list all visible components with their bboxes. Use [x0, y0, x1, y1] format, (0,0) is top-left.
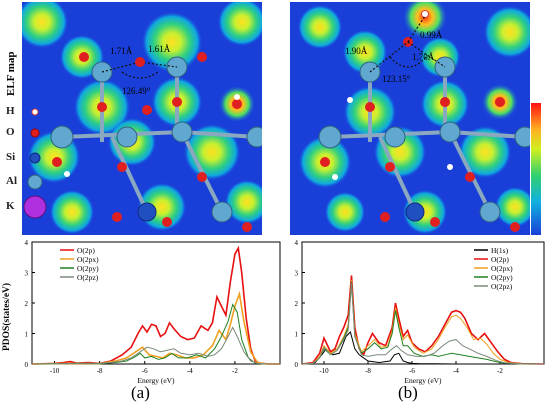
elf-map-panel-a: 1.71Å 1.61Å 126.49°	[22, 2, 262, 235]
legend-label-al: Al	[6, 175, 17, 187]
y-tick-label: 0	[295, 361, 299, 369]
legend-entry: O(2p)	[491, 255, 509, 264]
y-tick-label: 4	[295, 239, 299, 247]
legend-entry: O(2py)	[491, 273, 513, 282]
elf-contours	[298, 2, 530, 234]
atoms	[50, 52, 262, 232]
legend-entry: O(2p)	[77, 246, 95, 255]
distance-label-3: 0.99Å	[420, 30, 443, 40]
legend-label-si: Si	[6, 151, 16, 163]
distance-label-1: 1.90Å	[345, 46, 368, 56]
caption-b: (b)	[398, 383, 418, 402]
series-line-o2p	[301, 275, 545, 365]
x-tick-label: -10	[50, 367, 60, 375]
legend-entry: O(2px)	[77, 255, 99, 264]
legend-label-k: K	[6, 200, 15, 212]
distance-label-2: 1.70Å	[412, 52, 435, 62]
y-tick-label: 0	[25, 361, 29, 369]
y-tick-label: 2	[295, 300, 299, 308]
y-tick-label: 2	[25, 300, 29, 308]
y-tick-label: 3	[295, 270, 299, 278]
x-tick-label: -4	[187, 367, 193, 375]
x-tick-label: -10	[319, 367, 329, 375]
legend-atom-al	[27, 174, 43, 190]
angle-label: 126.49°	[122, 86, 151, 96]
distance-label-2: 1.61Å	[148, 44, 171, 54]
y-tick-label: 1	[295, 331, 299, 339]
legend-atom-h	[31, 108, 39, 116]
x-tick-label: -6	[409, 367, 415, 375]
legend-label-h: H	[6, 105, 15, 117]
caption-a: (a)	[131, 383, 150, 402]
x-axis-label: Energy (eV)	[404, 376, 442, 385]
legend-label-o: O	[6, 126, 15, 138]
plot-frame	[31, 241, 281, 365]
atoms	[318, 10, 530, 232]
series-line-o2px	[31, 290, 280, 365]
legend-entry: O(2py)	[77, 264, 99, 273]
legend-entry: H(1s)	[491, 246, 509, 255]
elf-map-label: ELF map	[5, 51, 17, 96]
elf-map-panel-b: 1.90Å 1.70Å 0.99Å 123.15°	[290, 2, 530, 235]
distance-annotations	[101, 61, 178, 79]
distance-label-1: 1.71Å	[110, 46, 133, 56]
x-tick-label: -8	[365, 367, 371, 375]
y-tick-label: 4	[25, 239, 29, 247]
legend-atom-o	[30, 128, 40, 138]
x-tick-label: -2	[232, 367, 238, 375]
x-tick-label: -4	[453, 367, 459, 375]
series-line-o2pz	[31, 326, 280, 365]
x-tick-label: -6	[142, 367, 148, 375]
legend-entry: O(2px)	[491, 264, 513, 273]
series-line-o2p	[31, 245, 280, 365]
legend-atom-si	[29, 152, 41, 164]
series-line-o2pz	[301, 283, 545, 365]
x-tick-label: -2	[497, 367, 503, 375]
color-scale-bar	[531, 103, 541, 235]
angle-label: 123.15°	[382, 74, 411, 84]
x-axis-label: Energy (eV)	[137, 376, 175, 385]
series-line-o2py	[31, 303, 280, 365]
series-line-o2px	[301, 280, 545, 365]
legend-atom-k	[23, 195, 47, 219]
y-tick-label: 3	[25, 270, 29, 278]
legend-entry: O(2pz)	[491, 282, 513, 291]
y-tick-label: 1	[25, 331, 29, 339]
x-tick-label: -8	[97, 367, 103, 375]
legend-entry: O(2pz)	[77, 273, 99, 282]
